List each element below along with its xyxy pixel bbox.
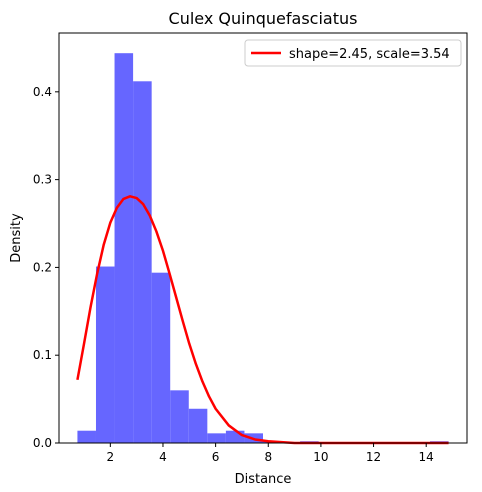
legend-box (244, 39, 462, 67)
histogram-bar (114, 53, 134, 443)
chart-title: Culex Quinquefasciatus (169, 9, 358, 28)
histogram-bar (188, 408, 208, 443)
x-tick-label: 8 (264, 450, 272, 464)
y-axis-label: Density (9, 213, 24, 263)
y-tick-label: 0.3 (33, 173, 52, 187)
histogram-bars (77, 53, 449, 444)
histogram-bar (170, 390, 189, 443)
x-tick-label: 4 (159, 450, 167, 464)
histogram-bar (77, 430, 96, 443)
histogram-bar (225, 430, 245, 443)
legend-label: shape=2.45, scale=3.54 (289, 47, 450, 62)
histogram-bar (95, 266, 115, 443)
plot-frame (58, 32, 468, 444)
x-tick-label: 6 (212, 450, 220, 464)
y-tick-label: 0.1 (33, 348, 52, 362)
x-axis-ticks: 2 4 6 8 10 12 14 (107, 443, 434, 464)
y-tick-label: 0.0 (33, 436, 52, 450)
histogram-bar (133, 81, 152, 444)
y-tick-label: 0.2 (33, 260, 52, 274)
x-tick-label: 12 (366, 450, 381, 464)
x-tick-label: 14 (419, 450, 434, 464)
histogram-bar (151, 272, 171, 443)
x-tick-label: 10 (313, 450, 328, 464)
x-tick-label: 2 (107, 450, 115, 464)
histogram-bar (207, 433, 226, 443)
x-axis-label: Distance (235, 472, 292, 487)
y-tick-label: 0.4 (33, 85, 52, 99)
legend: shape=2.45, scale=3.54 (244, 39, 462, 67)
y-axis-ticks: 0.0 0.1 0.2 0.3 0.4 (33, 85, 59, 450)
